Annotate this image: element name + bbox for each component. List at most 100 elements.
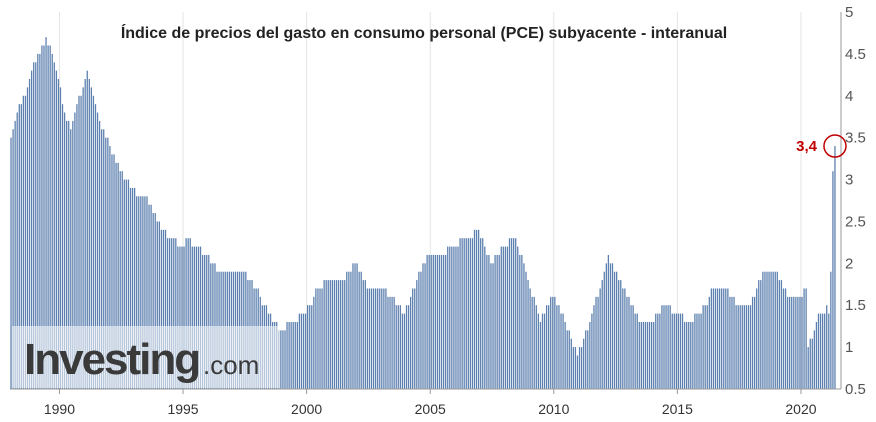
bar — [76, 104, 78, 389]
bar — [560, 313, 562, 389]
bar — [801, 296, 803, 389]
bar — [595, 296, 597, 389]
bar — [387, 296, 389, 389]
bar — [61, 104, 64, 389]
x-tick-label: 2005 — [415, 401, 446, 417]
x-tick-label: 1990 — [44, 401, 75, 417]
bar — [294, 321, 296, 389]
bar — [321, 288, 323, 389]
bar — [68, 120, 70, 389]
bar — [465, 238, 467, 389]
bar — [197, 246, 200, 389]
bar — [741, 305, 743, 389]
bar — [401, 313, 404, 389]
bar — [813, 330, 816, 389]
bar — [66, 120, 68, 389]
bar — [821, 313, 824, 389]
bar — [436, 254, 439, 389]
bar — [304, 313, 307, 389]
bar — [346, 271, 348, 389]
bar — [88, 79, 90, 390]
bar — [434, 254, 436, 389]
bar — [399, 305, 401, 389]
bar — [477, 229, 480, 389]
y-tick-label: 1.5 — [845, 297, 866, 314]
bar — [129, 187, 132, 389]
bar — [181, 246, 183, 389]
y-tick-label: 2.5 — [845, 213, 866, 230]
bar — [199, 246, 202, 389]
x-tick-label: 1995 — [167, 401, 198, 417]
bar — [335, 280, 338, 389]
bar — [751, 296, 754, 389]
bar — [570, 338, 572, 389]
bar — [119, 171, 121, 389]
bar — [519, 254, 521, 389]
bar — [533, 296, 535, 389]
bar — [523, 263, 525, 389]
bar — [49, 45, 51, 389]
bar — [515, 238, 517, 389]
bar — [618, 280, 620, 389]
bar — [634, 313, 636, 389]
y-tick-label: 4 — [845, 88, 853, 105]
bar — [350, 271, 352, 389]
bar — [706, 305, 708, 389]
bar — [824, 313, 826, 389]
bar — [749, 305, 752, 389]
bar — [572, 347, 575, 389]
bar — [488, 254, 490, 389]
bar — [510, 238, 513, 389]
bar — [354, 263, 356, 389]
bar — [484, 246, 486, 389]
y-axis-ticks: 0.5 1 1.5 2 2.5 3 3.5 4 4.5 5 — [845, 4, 866, 398]
bar — [622, 288, 624, 389]
bar — [28, 79, 31, 390]
bar — [583, 338, 585, 389]
bar — [410, 296, 412, 389]
bar — [778, 280, 780, 389]
bar — [807, 347, 809, 389]
bar — [103, 129, 105, 390]
bar — [136, 196, 138, 389]
bar — [193, 246, 195, 389]
bar — [90, 87, 93, 390]
bar — [673, 313, 675, 389]
bar — [774, 271, 776, 389]
bar — [337, 280, 340, 389]
bar — [667, 305, 669, 389]
annotation-label: 3,4 — [796, 138, 818, 155]
bar — [690, 321, 692, 389]
bar — [535, 305, 537, 389]
bar — [403, 313, 406, 389]
bar — [760, 280, 762, 389]
bar — [179, 246, 181, 389]
bar — [358, 271, 360, 389]
bar — [111, 154, 113, 389]
bar — [117, 162, 119, 389]
bar — [325, 280, 327, 389]
bar — [782, 288, 785, 389]
bar — [580, 347, 583, 389]
bar — [370, 288, 373, 389]
bar — [770, 271, 772, 389]
bar — [568, 330, 570, 389]
bar — [739, 305, 741, 389]
bar — [82, 87, 84, 390]
bar — [758, 280, 760, 389]
bar — [766, 271, 768, 389]
bar — [731, 296, 733, 389]
bar — [391, 296, 393, 389]
bar — [288, 321, 290, 389]
watermark-suffix: .com — [203, 350, 259, 380]
bar — [152, 213, 154, 389]
bar — [164, 229, 167, 389]
bar — [525, 271, 527, 389]
bar — [648, 321, 651, 389]
bar — [527, 280, 529, 389]
bar — [348, 271, 350, 389]
bar — [412, 288, 414, 389]
bar — [45, 37, 47, 389]
bar — [140, 196, 142, 389]
bar — [552, 296, 554, 389]
